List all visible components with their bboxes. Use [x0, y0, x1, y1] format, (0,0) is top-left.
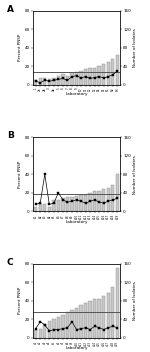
Bar — [39, 329, 42, 338]
Bar — [84, 303, 87, 338]
Bar — [43, 77, 46, 85]
Bar — [57, 200, 60, 212]
Bar — [70, 73, 74, 85]
Bar — [88, 193, 92, 212]
X-axis label: Laboratory: Laboratory — [65, 346, 88, 350]
Bar — [43, 324, 46, 338]
Bar — [52, 319, 56, 338]
Bar — [66, 312, 69, 338]
Bar — [98, 191, 101, 212]
Bar — [102, 296, 105, 338]
Bar — [79, 306, 83, 338]
Bar — [102, 189, 105, 212]
Bar — [84, 69, 87, 85]
Legend: Laboratory % PNSP, Isolates: Laboratory % PNSP, Isolates — [53, 138, 100, 143]
Legend: Laboratory % PNSP, Isolates: Laboratory % PNSP, Isolates — [53, 265, 100, 269]
Bar — [43, 204, 46, 212]
Bar — [61, 199, 65, 212]
Bar — [111, 287, 114, 338]
Bar — [98, 299, 101, 338]
Bar — [84, 195, 87, 212]
Bar — [106, 62, 110, 85]
Y-axis label: Percent PNSP: Percent PNSP — [18, 161, 22, 188]
Bar — [61, 315, 65, 338]
Bar — [48, 80, 51, 85]
Bar — [75, 196, 78, 212]
Y-axis label: Number of Isolates: Number of Isolates — [133, 29, 137, 67]
Bar — [106, 293, 110, 338]
Bar — [111, 59, 114, 85]
Bar — [48, 207, 51, 212]
Text: C: C — [7, 258, 14, 266]
Y-axis label: Number of Isolates: Number of Isolates — [133, 281, 137, 320]
Bar — [34, 207, 37, 212]
Bar — [61, 74, 65, 85]
Bar — [66, 76, 69, 85]
Bar — [70, 310, 74, 338]
Y-axis label: Percent PNSP: Percent PNSP — [18, 34, 22, 62]
Text: A: A — [7, 5, 14, 14]
Bar — [111, 186, 114, 212]
Bar — [34, 331, 37, 338]
Y-axis label: Percent PNSP: Percent PNSP — [18, 287, 22, 314]
Bar — [70, 197, 74, 212]
Bar — [116, 55, 119, 85]
Bar — [106, 188, 110, 212]
Bar — [79, 71, 83, 85]
Bar — [75, 308, 78, 338]
Bar — [93, 68, 96, 85]
Bar — [57, 76, 60, 85]
Bar — [79, 195, 83, 212]
Bar — [39, 78, 42, 85]
Y-axis label: Number of Isolates: Number of Isolates — [133, 155, 137, 194]
Bar — [34, 80, 37, 85]
Bar — [57, 318, 60, 338]
Bar — [116, 268, 119, 338]
Bar — [93, 191, 96, 212]
Bar — [98, 67, 101, 85]
Bar — [52, 77, 56, 85]
Bar — [52, 200, 56, 212]
Bar — [66, 197, 69, 212]
X-axis label: Laboratory: Laboratory — [65, 220, 88, 224]
Text: B: B — [7, 131, 14, 140]
Bar — [93, 299, 96, 338]
Bar — [88, 68, 92, 85]
Bar — [75, 72, 78, 85]
Bar — [88, 301, 92, 338]
Bar — [39, 204, 42, 212]
Bar — [116, 174, 119, 212]
Bar — [102, 64, 105, 85]
X-axis label: Laboratory: Laboratory — [65, 92, 88, 96]
Bar — [48, 321, 51, 338]
